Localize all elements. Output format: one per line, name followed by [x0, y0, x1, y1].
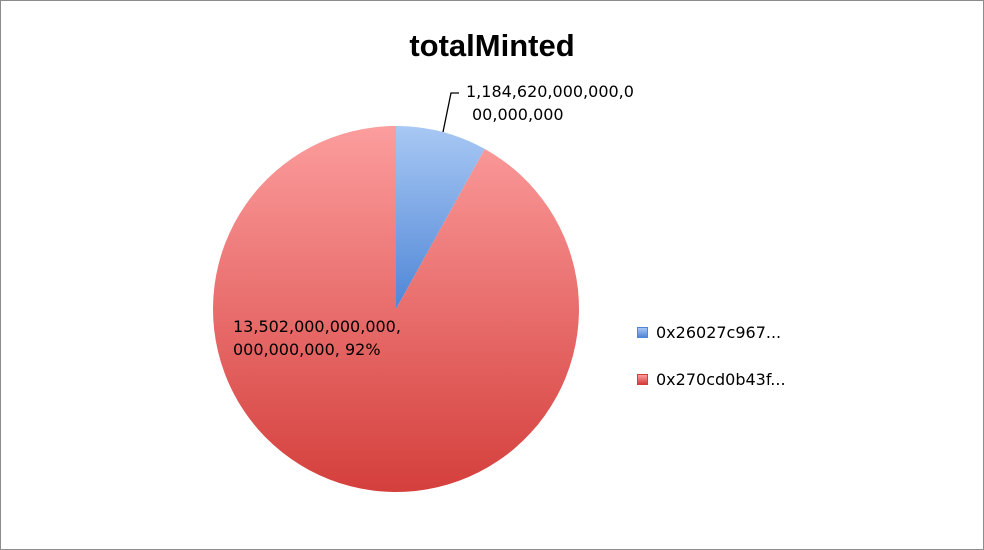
data-label-slice-0-line-2: 00,000,000 [472, 105, 564, 124]
legend-label-0: 0x26027c967... [656, 322, 782, 342]
legend-swatch-0 [637, 326, 648, 338]
data-label-slice-0-line-1: 1,184,620,000,000,0 [466, 82, 634, 101]
pie-slice-0 [396, 126, 485, 309]
legend-swatch-1 [637, 373, 648, 385]
legend: 0x26027c967... 0x270cd0b43f... [637, 322, 786, 416]
data-label-leader-line [442, 92, 459, 133]
legend-item-0: 0x26027c967... [637, 322, 786, 342]
data-label-slice-1: 13,502,000,000,000, 000,000,000, 92% [233, 315, 401, 361]
chart-title: totalMinted [409, 28, 575, 63]
pie-slice-1 [213, 126, 580, 492]
data-label-slice-1-line-2: 000,000,000, 92% [233, 340, 381, 359]
legend-label-1: 0x270cd0b43f... [656, 369, 786, 389]
data-label-slice-0: 1,184,620,000,000,0 00,000,000 [466, 80, 634, 126]
data-label-slice-1-line-1: 13,502,000,000,000, [233, 317, 401, 336]
legend-item-1: 0x270cd0b43f... [637, 369, 786, 389]
